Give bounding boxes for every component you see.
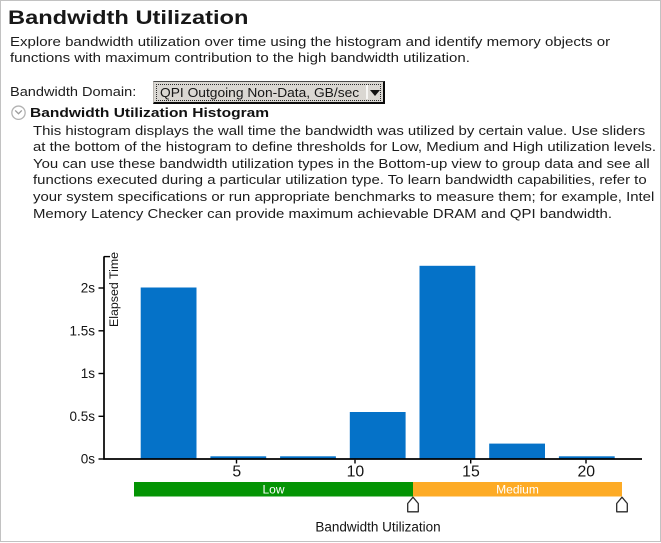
svg-text:0s: 0s [81,452,96,467]
svg-text:Elapsed Time: Elapsed Time [107,252,121,327]
svg-text:1.5s: 1.5s [69,324,95,339]
svg-text:1s: 1s [81,366,96,381]
svg-text:2s: 2s [81,281,96,296]
svg-text:10: 10 [347,463,365,480]
svg-text:Bandwidth Utilization: Bandwidth Utilization [315,520,440,535]
svg-text:0.5s: 0.5s [69,409,95,424]
svg-text:5: 5 [232,463,241,480]
svg-text:20: 20 [578,463,596,480]
svg-text:Low: Low [262,483,284,497]
svg-text:Medium: Medium [496,483,539,497]
svg-text:15: 15 [462,463,480,480]
